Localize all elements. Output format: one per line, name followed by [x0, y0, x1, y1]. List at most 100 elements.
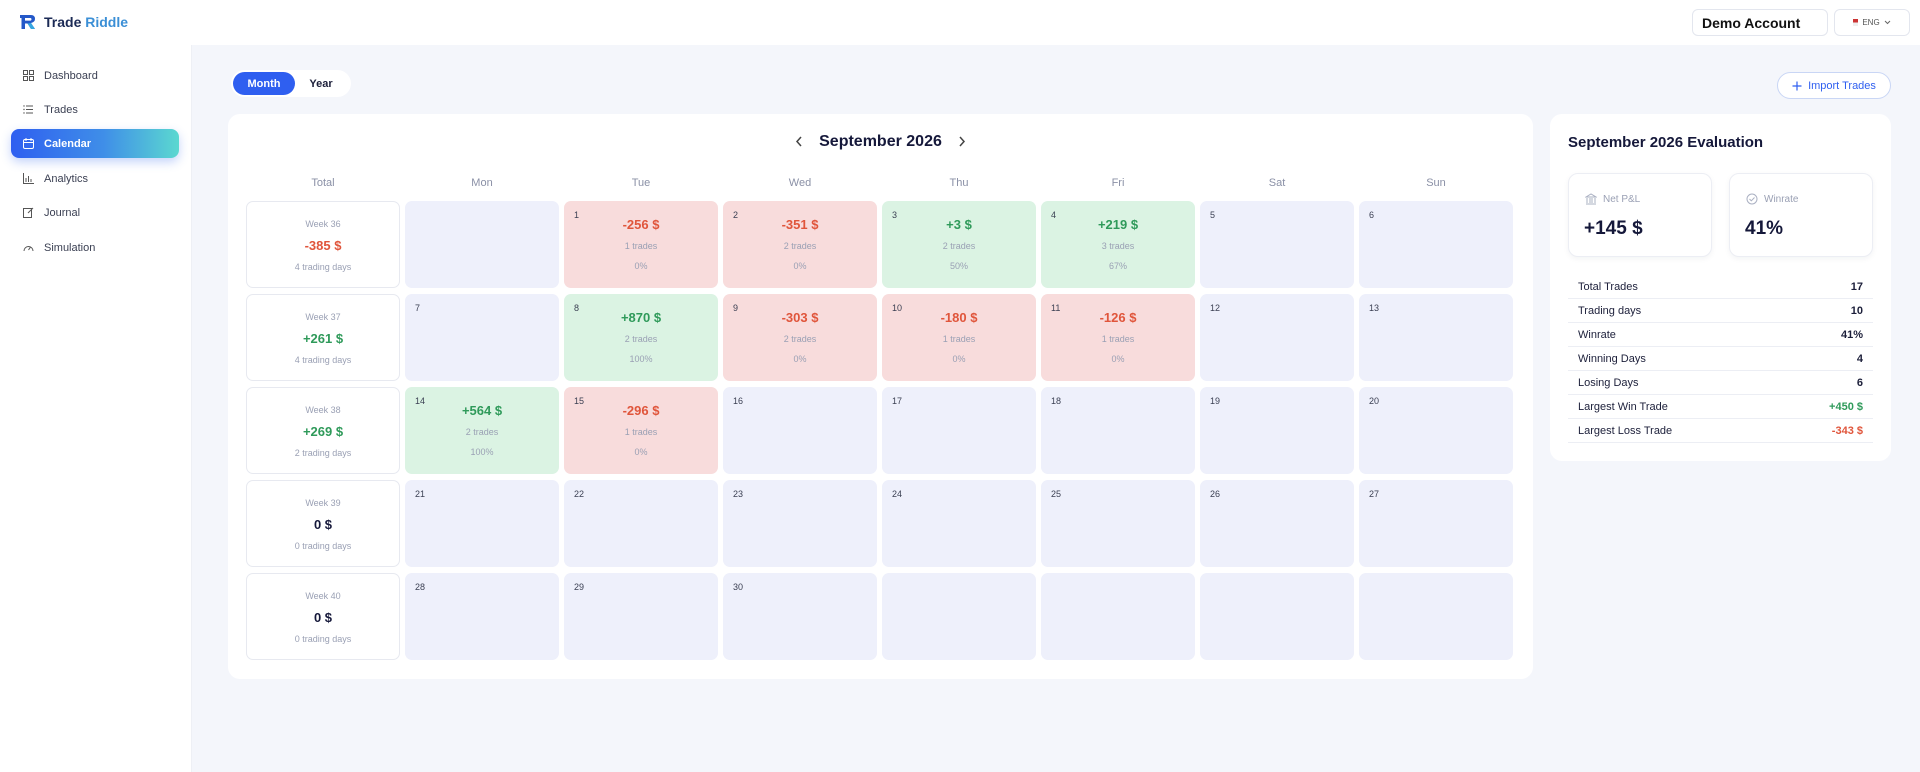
sidebar-item-calendar[interactable]: Calendar: [11, 129, 179, 158]
day-trade-count: 2 trades: [942, 241, 976, 251]
week-trading-days: 4 trading days: [294, 262, 352, 272]
day-cell[interactable]: 9 -303 $ 2 trades 0%: [723, 294, 877, 381]
day-cell[interactable]: [1200, 573, 1354, 660]
day-number: 13: [1369, 303, 1380, 313]
prev-month-button[interactable]: [795, 134, 803, 150]
day-cell[interactable]: 26: [1200, 480, 1354, 567]
day-number: 7: [415, 303, 421, 313]
week-trading-days: 0 trading days: [294, 541, 352, 551]
day-pnl: -303 $: [781, 310, 819, 325]
day-cell[interactable]: 2 -351 $ 2 trades 0%: [723, 201, 877, 288]
metric-row: Largest Win Trade +450 $: [1568, 395, 1873, 419]
day-trade-count: 1 trades: [942, 334, 976, 344]
day-cell[interactable]: 4 +219 $ 3 trades 67%: [1041, 201, 1195, 288]
day-cell[interactable]: 29: [564, 573, 718, 660]
day-winrate: 0%: [793, 354, 807, 364]
chevron-left-icon: [796, 136, 802, 147]
day-cell[interactable]: [882, 573, 1036, 660]
language-label: ENG: [1862, 18, 1880, 27]
day-number: 29: [574, 582, 585, 592]
calendar-card: September 2026 Total Mon Tue Wed Thu Fri Sat Su…: [228, 114, 1533, 679]
month-toggle-button[interactable]: Month: [233, 72, 295, 95]
brand-logo[interactable]: Trade Riddle: [18, 12, 128, 32]
day-number: 18: [1051, 396, 1062, 406]
sidebar-item-analytics[interactable]: Analytics: [11, 164, 179, 193]
week-total-cell: Week 39 0 $ 0 trading days: [246, 480, 400, 567]
import-trades-button[interactable]: Import Trades: [1777, 72, 1891, 99]
net-pnl-label-wrap: Net P&L: [1585, 193, 1640, 205]
account-selector[interactable]: Demo Account: [1692, 9, 1828, 36]
day-cell[interactable]: 13: [1359, 294, 1513, 381]
metric-row: Trading days 10: [1568, 299, 1873, 323]
day-cell[interactable]: [1359, 573, 1513, 660]
day-cell[interactable]: 14 +564 $ 2 trades 100%: [405, 387, 559, 474]
day-number: 5: [1210, 210, 1216, 220]
column-header-tue: Tue: [631, 177, 651, 189]
chevron-right-icon: [959, 136, 965, 147]
day-cell[interactable]: 16: [723, 387, 877, 474]
chart-icon: [23, 173, 34, 184]
period-toggle: Month Year: [231, 70, 351, 97]
day-trade-count: 2 trades: [624, 334, 658, 344]
calendar-title: September 2026: [819, 133, 942, 150]
column-header-mon: Mon: [471, 177, 493, 189]
evaluation-title: September 2026 Evaluation: [1568, 134, 1764, 151]
day-cell[interactable]: 23: [723, 480, 877, 567]
week-label: Week 36: [305, 219, 341, 229]
day-cell[interactable]: [1041, 573, 1195, 660]
day-cell[interactable]: 12: [1200, 294, 1354, 381]
next-month-button[interactable]: [958, 134, 966, 150]
day-cell[interactable]: 3 +3 $ 2 trades 50%: [882, 201, 1036, 288]
day-cell[interactable]: 30: [723, 573, 877, 660]
day-cell[interactable]: 25: [1041, 480, 1195, 567]
day-cell[interactable]: 21: [405, 480, 559, 567]
language-selector[interactable]: ENG: [1834, 9, 1910, 36]
day-cell[interactable]: 5: [1200, 201, 1354, 288]
day-cell[interactable]: 6: [1359, 201, 1513, 288]
day-trade-count: 2 trades: [783, 241, 817, 251]
net-pnl-value: +145 $: [1584, 218, 1643, 239]
day-number: 24: [892, 489, 903, 499]
day-number: 14: [415, 396, 426, 406]
net-pnl-card: Net P&L +145 $: [1568, 173, 1712, 257]
day-cell[interactable]: 27: [1359, 480, 1513, 567]
day-number: 12: [1210, 303, 1221, 313]
day-cell[interactable]: 17: [882, 387, 1036, 474]
bank-icon: [1585, 193, 1597, 205]
week-total-cell: Week 40 0 $ 0 trading days: [246, 573, 400, 660]
day-pnl: +3 $: [946, 217, 972, 232]
day-cell[interactable]: [405, 201, 559, 288]
day-cell[interactable]: 1 -256 $ 1 trades 0%: [564, 201, 718, 288]
day-cell[interactable]: 28: [405, 573, 559, 660]
day-cell[interactable]: 8 +870 $ 2 trades 100%: [564, 294, 718, 381]
day-number: 27: [1369, 489, 1380, 499]
sidebar-label-calendar: Calendar: [44, 137, 92, 150]
day-cell[interactable]: 24: [882, 480, 1036, 567]
day-cell[interactable]: 15 -296 $ 1 trades 0%: [564, 387, 718, 474]
week-total-cell: Week 36 -385 $ 4 trading days: [246, 201, 400, 288]
sidebar-label-trades: Trades: [44, 103, 78, 116]
day-cell[interactable]: 10 -180 $ 1 trades 0%: [882, 294, 1036, 381]
sidebar-item-dashboard[interactable]: Dashboard: [11, 61, 179, 90]
day-cell[interactable]: 22: [564, 480, 718, 567]
day-cell[interactable]: 7: [405, 294, 559, 381]
day-cell[interactable]: 20: [1359, 387, 1513, 474]
winrate-card: Winrate 41%: [1729, 173, 1873, 257]
day-trade-count: 1 trades: [1101, 334, 1135, 344]
day-winrate: 0%: [952, 354, 966, 364]
day-cell[interactable]: 19: [1200, 387, 1354, 474]
column-header-wed: Wed: [788, 177, 812, 189]
day-number: 30: [733, 582, 744, 592]
year-toggle-button[interactable]: Year: [309, 77, 333, 90]
sidebar-item-journal[interactable]: Journal: [11, 198, 179, 227]
day-number: 23: [733, 489, 744, 499]
sidebar-item-trades[interactable]: Trades: [11, 95, 179, 124]
sidebar-item-simulation[interactable]: Simulation: [11, 233, 179, 262]
winrate-label: Winrate: [1764, 193, 1799, 205]
brand-name-part2: Riddle: [85, 14, 129, 30]
day-winrate: 0%: [1111, 354, 1125, 364]
day-cell[interactable]: 18: [1041, 387, 1195, 474]
metric-label: Winning Days: [1578, 352, 1646, 365]
day-cell[interactable]: 11 -126 $ 1 trades 0%: [1041, 294, 1195, 381]
sidebar-label-simulation: Simulation: [44, 241, 96, 254]
